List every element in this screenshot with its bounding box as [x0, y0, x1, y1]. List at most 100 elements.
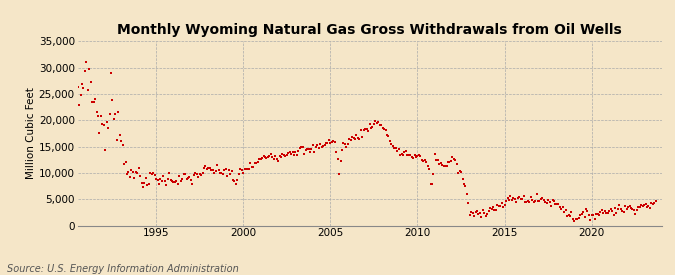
Point [139, 180, 150, 185]
Point [456, 170, 466, 175]
Point [576, 212, 587, 216]
Point [560, 208, 571, 212]
Point [439, 164, 450, 169]
Point [117, 143, 128, 147]
Point [454, 169, 465, 174]
Point [229, 178, 240, 183]
Point [325, 141, 335, 145]
Point [502, 196, 513, 200]
Title: Monthly Wyoming Natural Gas Gross Withdrawals from Oil Wells: Monthly Wyoming Natural Gas Gross Withdr… [117, 23, 622, 37]
Point [601, 211, 612, 215]
Point [232, 177, 243, 182]
Point [492, 203, 503, 208]
Point [261, 156, 272, 160]
Point [281, 153, 292, 158]
Point [433, 158, 443, 163]
Point [310, 144, 321, 149]
Point [533, 199, 543, 203]
Point [103, 126, 113, 130]
Point [434, 162, 445, 167]
Point [80, 69, 90, 73]
Point [252, 160, 263, 164]
Point [263, 155, 273, 159]
Point [453, 170, 464, 175]
Point [497, 205, 508, 209]
Point [623, 205, 634, 210]
Point [265, 152, 276, 156]
Point [298, 144, 308, 149]
Point [370, 119, 381, 123]
Point [575, 213, 586, 217]
Point [241, 167, 252, 171]
Point [553, 202, 564, 206]
Point [602, 211, 613, 215]
Point [643, 204, 654, 208]
Point [206, 168, 217, 172]
Point [564, 213, 575, 218]
Point [122, 171, 132, 176]
Point [347, 134, 358, 139]
Point [485, 206, 495, 210]
Point [171, 178, 182, 183]
Point [159, 179, 170, 183]
Point [605, 207, 616, 211]
Point [319, 143, 330, 147]
Point [215, 171, 225, 176]
Point [220, 167, 231, 171]
Point [268, 157, 279, 161]
Point [132, 171, 142, 175]
Point [367, 125, 378, 130]
Point [128, 169, 138, 174]
Point [284, 150, 295, 155]
Point [258, 154, 269, 158]
Point [75, 93, 86, 98]
Point [558, 205, 568, 209]
Point [333, 172, 344, 176]
Point [219, 167, 230, 172]
Point [520, 200, 531, 204]
Point [287, 150, 298, 155]
Point [352, 136, 363, 140]
Point [337, 148, 348, 153]
Point [410, 155, 421, 159]
Point [550, 201, 561, 206]
Point [200, 164, 211, 169]
Point [486, 207, 497, 211]
Point [292, 153, 302, 157]
Point [637, 204, 648, 208]
Point [493, 204, 504, 208]
Point [641, 205, 652, 209]
Point [462, 192, 472, 196]
Point [458, 182, 469, 186]
Point [293, 148, 304, 153]
Point [389, 146, 400, 150]
Point [587, 213, 597, 217]
Point [489, 208, 500, 213]
Point [506, 198, 517, 202]
Point [248, 165, 259, 169]
Point [313, 145, 324, 150]
Point [627, 207, 638, 211]
Point [482, 212, 493, 217]
Point [188, 173, 199, 177]
Point [362, 129, 373, 134]
Point [610, 206, 620, 211]
Point [217, 172, 228, 176]
Point [277, 152, 288, 156]
Point [579, 214, 590, 219]
Point [562, 213, 572, 218]
Point [178, 172, 189, 176]
Point [620, 204, 630, 208]
Point [444, 160, 455, 165]
Point [588, 212, 599, 217]
Point [645, 206, 655, 210]
Point [633, 205, 644, 209]
Point [607, 209, 618, 214]
Point [409, 153, 420, 157]
Point [578, 210, 589, 214]
Point [236, 167, 247, 172]
Point [604, 208, 615, 213]
Point [540, 200, 551, 205]
Point [72, 84, 83, 89]
Text: Source: U.S. Energy Information Administration: Source: U.S. Energy Information Administ… [7, 264, 238, 274]
